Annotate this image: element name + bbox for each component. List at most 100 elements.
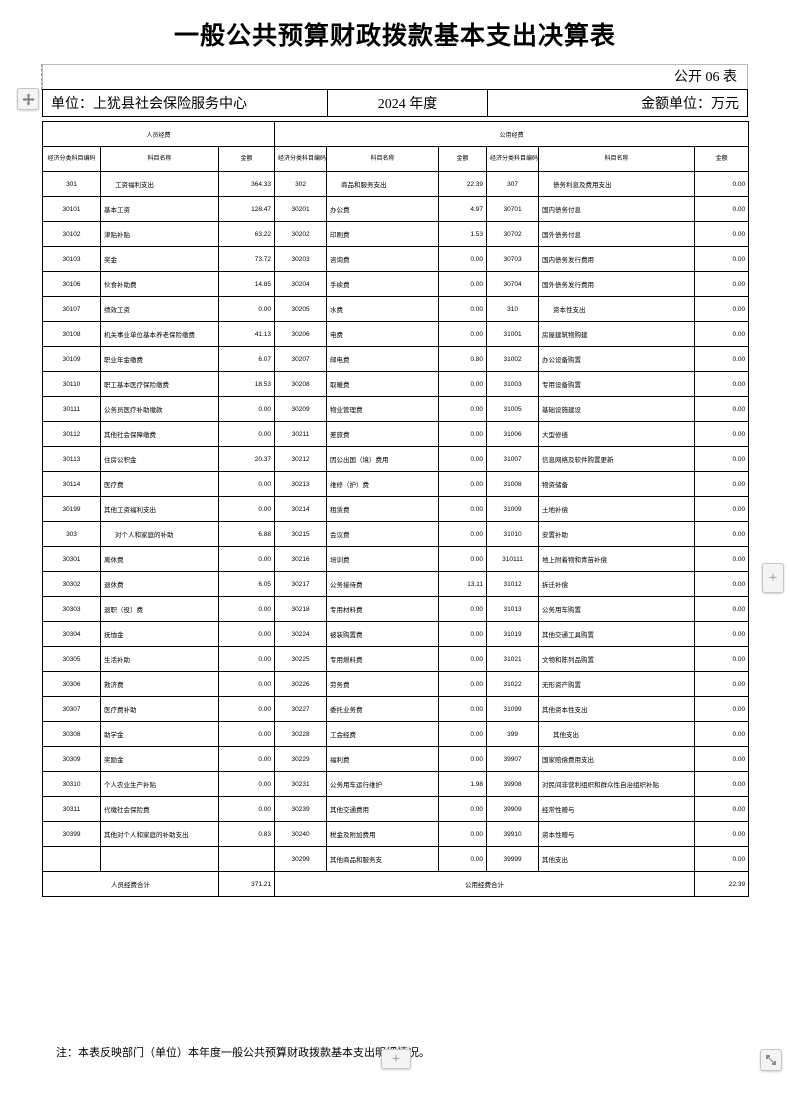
meta-row: 单位：上犹县社会保险服务中心 2024 年度 金额单位：万元 bbox=[42, 89, 748, 117]
cell-amount: 0.00 bbox=[694, 246, 750, 272]
cell-code: 31009 bbox=[486, 496, 540, 522]
total-personnel-label: 人员经费合计 bbox=[42, 871, 219, 897]
cell-code: 30302 bbox=[42, 571, 101, 597]
cell-amount: 4.97 bbox=[438, 196, 488, 222]
table-row: 30301 离休费 0.00 30216 培训费 0.00 310111 地上附着物和青苗补偿… bbox=[42, 546, 750, 572]
cell-amount: 0.00 bbox=[217, 496, 276, 522]
cell-subject-name: 邮电费 bbox=[326, 346, 440, 372]
header-code-public-1: 经济分类科目编码 bbox=[274, 146, 328, 172]
table-row: 30309 奖励金 0.00 30229 福利费 0.00 39907 国家赔偿费用支出 0.0… bbox=[42, 746, 750, 772]
cell-code: 31010 bbox=[486, 521, 540, 547]
header-name-public-1: 科目名称 bbox=[326, 146, 440, 172]
cell-code: 31022 bbox=[486, 671, 540, 697]
cell-amount: 0.00 bbox=[694, 221, 750, 247]
table-row: 30303 退职（役）费 0.00 30218 专用材料费 0.00 31013 公务用车购置… bbox=[42, 596, 750, 622]
cell-amount: 0.00 bbox=[438, 846, 488, 872]
cell-amount: 364.33 bbox=[217, 171, 276, 197]
cell-subject-name: 大型修缮 bbox=[538, 421, 696, 447]
cell-amount: 0.00 bbox=[217, 746, 276, 772]
cell-subject-name: 其他工资福利支出 bbox=[100, 496, 219, 522]
cell-code: 30106 bbox=[42, 271, 101, 297]
cell-subject-name: 公务接待费 bbox=[326, 571, 440, 597]
table-row: 30111 公务员医疗补助缴款 0.00 30209 物业管理费 0.00 31005 基础设… bbox=[42, 396, 750, 422]
cell-code: 301 bbox=[42, 171, 101, 197]
cell-code: 39908 bbox=[486, 771, 540, 797]
move-handle-icon[interactable] bbox=[17, 88, 39, 110]
cell-amount: 0.00 bbox=[217, 596, 276, 622]
cell-amount: 0.00 bbox=[217, 671, 276, 697]
cell-code: 30311 bbox=[42, 796, 101, 822]
cell-code: 399 bbox=[486, 721, 540, 747]
cell-subject-name: 生活补助 bbox=[100, 646, 219, 672]
table-row: 30103 奖金 73.72 30203 咨询费 0.00 30703 国内债务发行费用 0.0… bbox=[42, 246, 750, 272]
cell-amount: 0.00 bbox=[438, 521, 488, 547]
cell-code: 39910 bbox=[486, 821, 540, 847]
cell-code: 30114 bbox=[42, 471, 101, 497]
header-amount-public-1: 金额 bbox=[438, 146, 488, 172]
cell-code: 30212 bbox=[274, 446, 328, 472]
cell-subject-name: 土地补偿 bbox=[538, 496, 696, 522]
cell-amount: 0.80 bbox=[438, 346, 488, 372]
cell-code: 30229 bbox=[274, 746, 328, 772]
cell-amount: 0.00 bbox=[217, 421, 276, 447]
cell-code: 30201 bbox=[274, 196, 328, 222]
cell-subject-name: 国家赔偿费用支出 bbox=[538, 746, 696, 772]
cell-subject-name: 医疗费补助 bbox=[100, 696, 219, 722]
cell-code: 31005 bbox=[486, 396, 540, 422]
cell-subject-name: 职工基本医疗保险缴费 bbox=[100, 371, 219, 397]
cell-code: 30103 bbox=[42, 246, 101, 272]
header-amount-personnel: 金额 bbox=[217, 146, 276, 172]
cell-amount: 0.00 bbox=[438, 746, 488, 772]
cell-amount: 0.00 bbox=[438, 696, 488, 722]
cell-subject-name: 维修（护）费 bbox=[326, 471, 440, 497]
cell-code: 310111 bbox=[486, 546, 540, 572]
cell-amount: 0.00 bbox=[438, 596, 488, 622]
resize-handle-icon[interactable] bbox=[760, 1049, 782, 1071]
cell-code: 30305 bbox=[42, 646, 101, 672]
cell-code: 30199 bbox=[42, 496, 101, 522]
cell-amount: 41.13 bbox=[217, 321, 276, 347]
table-row: 30304 抚恤金 0.00 30224 被装购置费 0.00 31019 其他交通工具购置 0… bbox=[42, 621, 750, 647]
cell-code: 31003 bbox=[486, 371, 540, 397]
cell-amount: 6.05 bbox=[217, 571, 276, 597]
cell-amount: 0.00 bbox=[694, 196, 750, 222]
cell-code: 31007 bbox=[486, 446, 540, 472]
add-column-button[interactable]: + bbox=[762, 563, 784, 593]
cell-amount: 1.53 bbox=[438, 221, 488, 247]
cell-amount: 0.00 bbox=[217, 696, 276, 722]
cell-subject-name: 工资福利支出 bbox=[100, 171, 219, 197]
cell-amount: 128.47 bbox=[217, 196, 276, 222]
cell-amount: 0.00 bbox=[694, 571, 750, 597]
cell-amount: 0.00 bbox=[694, 271, 750, 297]
cell-code: 30108 bbox=[42, 321, 101, 347]
cell-code: 302 bbox=[274, 171, 328, 197]
cell-amount: 0.00 bbox=[694, 521, 750, 547]
cell-amount: 0.83 bbox=[217, 821, 276, 847]
cell-amount: 0.00 bbox=[694, 346, 750, 372]
cell-subject-name: 对个人和家庭的补助 bbox=[100, 521, 219, 547]
cell-code: 30226 bbox=[274, 671, 328, 697]
cell-amount: 0.00 bbox=[217, 771, 276, 797]
cell-subject-name: 国内债务发行费用 bbox=[538, 246, 696, 272]
cell-subject-name: 办公费 bbox=[326, 196, 440, 222]
cell-amount: 18.53 bbox=[217, 371, 276, 397]
add-row-button[interactable]: + bbox=[381, 1049, 411, 1069]
cell-amount: 14.85 bbox=[217, 271, 276, 297]
cell-amount: 0.00 bbox=[694, 471, 750, 497]
cell-amount: 0.00 bbox=[438, 646, 488, 672]
page-title: 一般公共预算财政拨款基本支出决算表 bbox=[173, 22, 616, 50]
table-row: 30308 助学金 0.00 30228 工会经费 0.00 399 其他支出 0.00 bbox=[42, 721, 750, 747]
header-name-public-2: 科目名称 bbox=[538, 146, 696, 172]
cell-code: 30309 bbox=[42, 746, 101, 772]
cell-amount: 0.00 bbox=[694, 671, 750, 697]
cell-subject-name: 基本工资 bbox=[100, 196, 219, 222]
cell-code: 30399 bbox=[42, 821, 101, 847]
amount-unit-label: 金额单位：万元 bbox=[641, 97, 739, 112]
cell-amount: 0.00 bbox=[438, 371, 488, 397]
cell-code: 30213 bbox=[274, 471, 328, 497]
cell-code: 30110 bbox=[42, 371, 101, 397]
table-row: 30106 伙食补助费 14.85 30204 手续费 0.00 30704 国外债务发行费用… bbox=[42, 271, 750, 297]
cell-subject-name: 津贴补贴 bbox=[100, 221, 219, 247]
table-row: 30299 其他商品和服务支 0.00 39999 其他支出 0.00 bbox=[42, 846, 750, 872]
cell-amount: 0.00 bbox=[694, 596, 750, 622]
